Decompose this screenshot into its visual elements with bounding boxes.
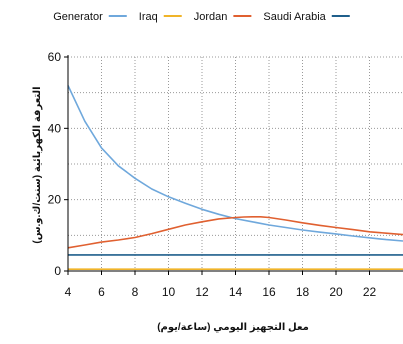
x-tick-label: 14 [229,285,243,299]
x-tick-label: 6 [98,285,105,299]
chart-series-layer [67,85,403,271]
legend-label-jordan: Jordan [194,11,228,23]
y-tick-label: 0 [54,264,61,278]
x-tick-label: 4 [65,285,72,299]
legend-label-iraq: Iraq [139,11,158,23]
x-tick-label: 16 [262,285,276,299]
y-axis-title: التعرفة الكهربائية (سنت/ك.و.س) [32,86,43,243]
chart-axes [64,55,403,275]
x-axis-title: معل التجهيز اليومي (ساعة/يوم) [157,322,309,333]
chart-tick-labels: 4 6 8 10 12 14 16 18 20 22 0 20 40 60 [48,50,377,299]
series-line-generator [67,85,403,242]
y-tick-label: 60 [48,50,62,64]
legend-label-generator: Generator [53,11,103,23]
y-tick-label: 20 [48,193,62,207]
x-tick-label: 10 [162,285,176,299]
y-tick-label: 40 [48,121,62,135]
legend-label-saudi-arabia: Saudi Arabia [263,11,326,23]
x-tick-label: 12 [195,285,209,299]
series-line-jordan [67,216,403,249]
x-tick-label: 22 [363,285,377,299]
chart-legend: Generator Iraq Jordan Saudi Arabia [53,11,350,23]
x-tick-label: 20 [329,285,343,299]
x-tick-label: 18 [296,285,310,299]
x-tick-label: 8 [132,285,139,299]
chart-grid [67,56,403,271]
